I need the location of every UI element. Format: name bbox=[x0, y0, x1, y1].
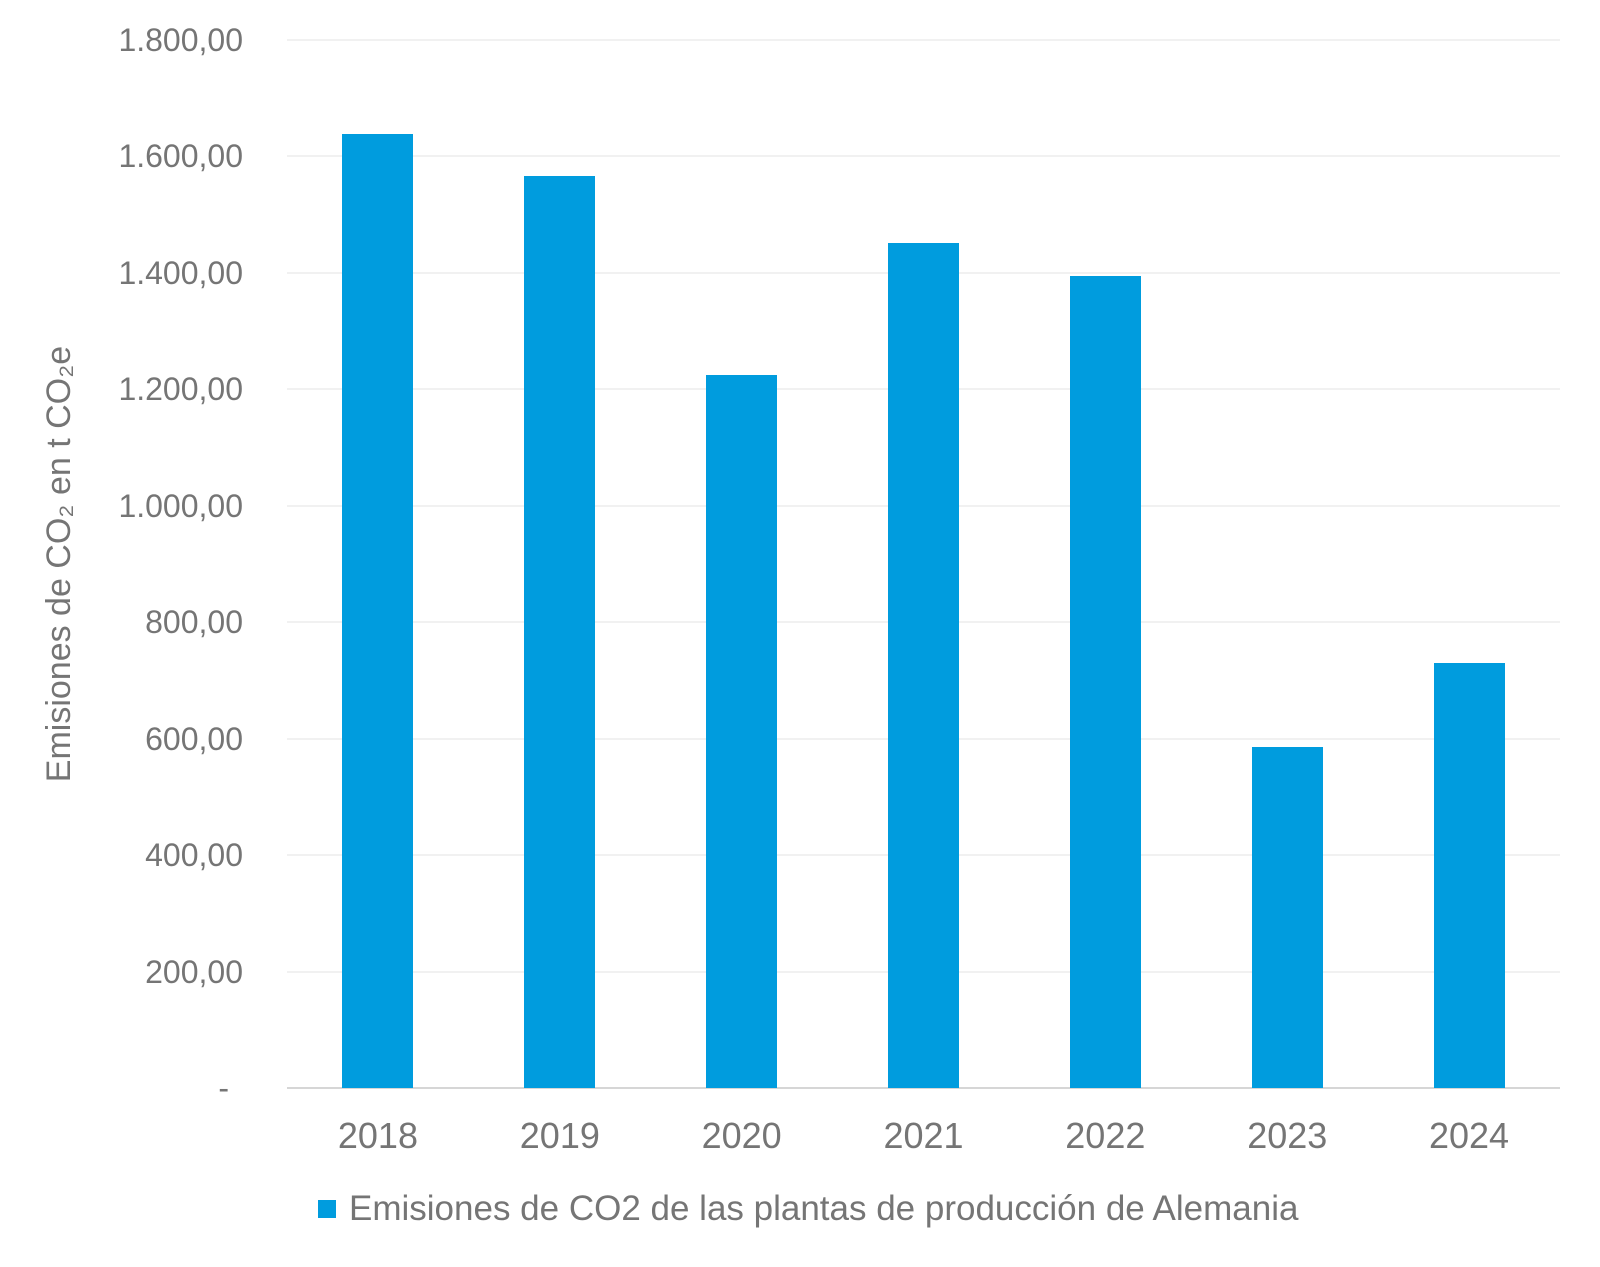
y-tick-label-200: 200,00 bbox=[145, 953, 243, 990]
x-tick-label-2018: 2018 bbox=[337, 1115, 418, 1156]
y-tick-label-800: 800,00 bbox=[145, 604, 243, 641]
gridline-1600 bbox=[287, 155, 1560, 158]
gridline-1800 bbox=[287, 39, 1560, 41]
x-tick-label-2024: 2024 bbox=[1428, 1115, 1510, 1156]
bar-2024[interactable] bbox=[1433, 663, 1505, 1088]
y-tick-label-1400: 1.400,00 bbox=[118, 254, 243, 291]
y-tick-label-1600: 1.600,00 bbox=[118, 138, 243, 175]
y-tick-label-600: 600,00 bbox=[145, 720, 243, 757]
legend-marker-icon bbox=[318, 1200, 336, 1218]
legend-item[interactable]: Emisiones de CO2 de las plantas de produ… bbox=[318, 1186, 1298, 1232]
bar-2018[interactable] bbox=[342, 134, 414, 1088]
x-tick-label-2021: 2021 bbox=[883, 1115, 964, 1156]
y-tick-label-1200: 1.200,00 bbox=[118, 371, 243, 408]
bar-2023[interactable] bbox=[1251, 747, 1323, 1088]
x-tick-label-2020: 2020 bbox=[701, 1115, 782, 1156]
x-tick-label-2019: 2019 bbox=[519, 1115, 600, 1156]
y-tick-label-1000: 1.000,00 bbox=[118, 487, 243, 524]
y-tick-label-1800: 1.800,00 bbox=[118, 22, 243, 58]
x-tick-label-2022: 2022 bbox=[1065, 1115, 1146, 1156]
x-axis-line bbox=[287, 1087, 1560, 1089]
bar-2019[interactable] bbox=[524, 176, 596, 1088]
x-tick-label-2023: 2023 bbox=[1247, 1115, 1328, 1156]
bar-2021[interactable] bbox=[888, 243, 959, 1088]
y-tick-label-400: 400,00 bbox=[145, 837, 243, 874]
bar-2022[interactable] bbox=[1069, 275, 1141, 1088]
bar-2020[interactable] bbox=[706, 374, 778, 1088]
y-tick-label-0: - bbox=[218, 1070, 229, 1106]
legend-label: Emisiones de CO2 de las plantas de produ… bbox=[349, 1189, 1299, 1228]
